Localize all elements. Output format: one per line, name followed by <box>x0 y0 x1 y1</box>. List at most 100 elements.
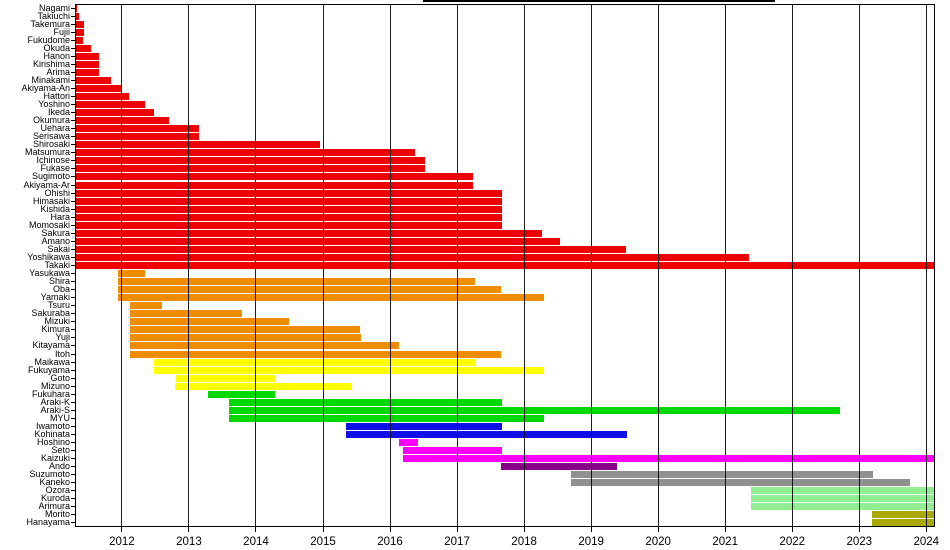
y-label-MYU: MYU <box>50 412 70 423</box>
y-tick-Maikawa <box>71 361 75 363</box>
bar-Sugimoto <box>75 173 474 181</box>
y-tick-Takemura <box>71 23 75 25</box>
y-tick-Goto <box>71 377 75 379</box>
bar-Fukase <box>75 165 425 173</box>
y-tick-Serisawa <box>71 136 75 138</box>
y-tick-Arima <box>71 71 75 73</box>
bar-Momosaki <box>75 221 502 229</box>
y-label-Uehara: Uehara <box>40 123 70 134</box>
y-label-Ikeda: Ikeda <box>47 107 70 118</box>
y-label-Morito: Morito <box>44 509 70 520</box>
bar-Yoshino <box>75 101 145 109</box>
y-tick-Ando <box>71 466 75 468</box>
y-tick-Morito <box>71 514 75 516</box>
y-label-Himasaki: Himasaki <box>32 195 70 206</box>
y-label-Ando: Ando <box>48 461 70 472</box>
y-label-Yuji: Yuji <box>55 332 70 343</box>
y-tick-Yamaki <box>71 297 75 299</box>
bar-Shirosaki <box>75 141 321 149</box>
y-tick-Fukuyama <box>71 369 75 371</box>
bar-Nagami <box>75 4 77 12</box>
bar-Fujii <box>75 28 84 36</box>
y-tick-Yoshikawa <box>71 256 75 258</box>
x-tick-2014 <box>255 527 257 532</box>
x-tick-2015 <box>322 527 324 532</box>
x-tick-2016 <box>389 527 391 532</box>
y-label-Akiyama-Ar: Akiyama-Ar <box>23 179 70 190</box>
bar-Amano <box>75 237 561 245</box>
y-label-Serisawa: Serisawa <box>32 131 70 142</box>
y-label-Amano: Amano <box>41 235 70 246</box>
gridline-2012 <box>121 4 123 527</box>
y-tick-Kohinata <box>71 433 75 435</box>
bar-Maikawa <box>154 358 476 366</box>
y-tick-Uehara <box>71 128 75 130</box>
x-tick-2013 <box>188 527 190 532</box>
y-tick-Takaki <box>71 265 75 266</box>
bar-Kitayama <box>129 342 399 350</box>
bar-Mizuki <box>129 318 290 326</box>
y-tick-Fukuhara <box>71 393 75 395</box>
x-label-2019: 2019 <box>578 536 604 548</box>
y-tick-Tsuru <box>71 305 75 307</box>
y-label-Takemura: Takemura <box>30 18 70 29</box>
y-label-Sugimoto: Sugimoto <box>31 171 70 182</box>
y-tick-Mizuki <box>71 321 75 323</box>
y-tick-Himasaki <box>71 200 75 202</box>
y-label-Shirosaki: Shirosaki <box>32 139 70 150</box>
gridline-2014 <box>255 4 257 527</box>
x-label-2024: 2024 <box>913 536 940 548</box>
bar-Kuroda <box>750 495 935 503</box>
y-tick-Yuji <box>71 337 75 339</box>
y-label-Momosaki: Momosaki <box>28 219 70 230</box>
gridline-2018 <box>523 4 525 527</box>
bar-Matsumura <box>75 149 415 157</box>
y-tick-Minakami <box>71 79 75 81</box>
y-tick-Ohishi <box>71 192 75 194</box>
bar-Himasaki <box>75 197 502 205</box>
y-tick-Kimura <box>71 329 75 331</box>
x-tick-2018 <box>523 527 525 532</box>
y-label-Maikawa: Maikawa <box>34 356 70 367</box>
y-label-Kaneko: Kaneko <box>39 477 70 488</box>
y-tick-Seto <box>71 450 75 452</box>
y-tick-Fukudome <box>71 39 75 41</box>
y-tick-Akiyama-Ar <box>71 184 75 186</box>
y-label-Yoshikawa: Yoshikawa <box>27 251 70 262</box>
bar-Kirishima <box>75 60 100 68</box>
x-tick-2022 <box>791 527 793 532</box>
bar-Araki-S <box>229 406 840 414</box>
bar-Yuji <box>129 334 362 342</box>
x-label-2014: 2014 <box>243 536 269 548</box>
y-tick-Kirishima <box>71 63 75 65</box>
y-label-Ichinose: Ichinose <box>36 155 70 166</box>
y-label-Akiyama-An: Akiyama-An <box>21 82 70 93</box>
y-label-Kishida: Kishida <box>40 203 70 214</box>
y-label-Mizuki: Mizuki <box>44 316 70 327</box>
gridline-2016 <box>389 4 391 527</box>
y-label-Kirishima: Kirishima <box>32 58 70 69</box>
y-tick-Yoshino <box>71 104 75 106</box>
y-tick-Takiuchi <box>71 15 75 17</box>
bar-Iwamoto <box>346 422 502 430</box>
bar-Ikeda <box>75 109 155 117</box>
bar-Itoh <box>129 350 501 358</box>
y-label-Tsuru: Tsuru <box>47 300 70 311</box>
bar-Sakura <box>75 229 543 237</box>
bar-Ohishi <box>75 189 502 197</box>
y-tick-Ichinose <box>71 160 75 162</box>
y-tick-Amano <box>71 240 75 242</box>
bar-Fukuhara <box>208 390 275 398</box>
y-label-Kimura: Kimura <box>41 324 70 335</box>
y-tick-Sakai <box>71 248 75 250</box>
x-tick-2019 <box>590 527 592 532</box>
y-label-Hoshino: Hoshino <box>36 437 70 447</box>
bar-Ando <box>500 463 617 471</box>
y-tick-Hattori <box>71 96 75 98</box>
y-label-Ozora: Ozora <box>45 485 70 496</box>
y-label-Sakai: Sakai <box>47 243 70 254</box>
y-label-Kohinata: Kohinata <box>34 428 70 439</box>
x-label-2013: 2013 <box>176 536 202 548</box>
y-tick-Mizuno <box>71 385 75 387</box>
x-tick-2020 <box>657 527 659 532</box>
